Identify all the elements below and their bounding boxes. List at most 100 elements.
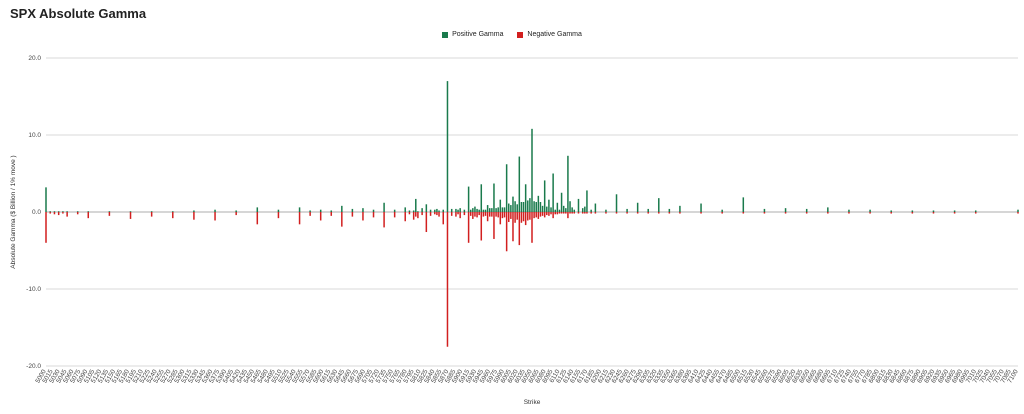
bar-positive <box>581 208 584 212</box>
legend-label-negative: Negative Gamma <box>527 31 582 38</box>
bar-positive <box>319 209 322 212</box>
bar-negative <box>129 212 132 219</box>
bar-negative <box>372 212 375 218</box>
bar-positive <box>446 81 449 212</box>
bar-negative <box>495 212 497 217</box>
legend-item-negative[interactable]: Negative Gamma <box>517 31 582 38</box>
bar-negative <box>626 212 628 214</box>
bar-negative <box>784 212 787 214</box>
bar-negative <box>700 212 702 214</box>
bar-negative <box>679 212 681 214</box>
bar-positive <box>514 201 516 212</box>
bar-positive <box>495 208 497 212</box>
bar-negative <box>488 212 491 217</box>
bar-positive <box>911 210 914 212</box>
bar-positive <box>488 208 491 212</box>
bar-positive <box>425 204 428 212</box>
bar-positive <box>214 209 216 212</box>
bar-positive <box>417 211 419 212</box>
bar-positive <box>57 211 60 212</box>
bar-positive <box>721 209 723 212</box>
bar-negative <box>108 212 111 216</box>
bar-positive <box>636 202 639 212</box>
bar-positive <box>484 209 487 212</box>
bar-negative <box>469 212 472 216</box>
bar-positive <box>478 209 480 212</box>
bar-positive <box>309 210 311 212</box>
bar-positive <box>467 186 470 212</box>
bar-negative <box>537 212 540 219</box>
bar-negative <box>571 212 573 214</box>
bar-negative <box>560 212 563 214</box>
bar-positive <box>953 210 956 212</box>
bar-positive <box>512 196 514 212</box>
bar-negative <box>636 212 639 214</box>
legend-label-positive: Positive Gamma <box>452 31 504 38</box>
bar-positive <box>516 204 518 212</box>
x-axis-title: Strike <box>524 399 541 406</box>
bar-positive <box>522 201 525 212</box>
bar-negative <box>1017 212 1019 214</box>
bar-negative <box>57 212 60 216</box>
bar-positive <box>393 209 396 212</box>
bar-positive <box>668 208 671 212</box>
bar-negative <box>510 212 512 219</box>
bar-negative <box>417 212 419 219</box>
bar-negative <box>584 212 586 214</box>
bar-positive <box>558 209 561 212</box>
bar-negative <box>235 212 237 216</box>
bar-positive <box>45 187 47 212</box>
bar-positive <box>605 209 607 212</box>
bar-negative <box>586 212 588 214</box>
bar-negative <box>415 212 417 217</box>
legend-item-positive[interactable]: Positive Gamma <box>442 31 503 38</box>
bar-negative <box>805 212 808 214</box>
bar-positive <box>421 208 423 212</box>
bar-positive <box>508 203 510 212</box>
bar-positive <box>700 203 702 212</box>
bar-negative <box>150 212 153 217</box>
bar-positive <box>436 208 438 212</box>
bar-positive <box>550 207 552 212</box>
bar-negative <box>848 212 850 214</box>
bar-positive <box>805 208 808 212</box>
bar-negative <box>594 212 597 214</box>
bar-negative <box>827 212 829 214</box>
bar-negative <box>562 212 565 214</box>
bar-positive <box>590 209 592 212</box>
bar-positive <box>455 208 457 212</box>
bar-positive <box>49 211 51 212</box>
bar-positive <box>497 207 499 212</box>
bar-negative <box>486 212 489 222</box>
bar-positive <box>594 203 597 212</box>
bar-negative <box>172 212 174 219</box>
bar-positive <box>569 201 571 212</box>
bar-negative <box>531 212 533 243</box>
bar-negative <box>467 212 470 243</box>
bar-negative <box>429 212 432 216</box>
bar-negative <box>277 212 280 219</box>
bar-positive <box>476 208 478 212</box>
bar-negative <box>567 212 569 219</box>
bar-negative <box>890 212 892 214</box>
bar-positive <box>438 210 440 212</box>
bar-positive <box>469 209 472 212</box>
bar-positive <box>482 209 485 212</box>
bar-negative <box>527 212 529 221</box>
bar-negative <box>408 212 411 215</box>
bar-positive <box>520 201 523 212</box>
bar-negative <box>438 212 440 217</box>
bar-positive <box>256 207 259 212</box>
bar-positive <box>784 208 787 212</box>
bar-negative <box>472 212 474 219</box>
bar-negative <box>668 212 671 214</box>
bar-positive <box>463 209 466 212</box>
bar-negative <box>62 212 64 214</box>
bar-negative <box>573 212 576 214</box>
bar-negative <box>482 212 485 217</box>
bar-negative <box>508 212 510 223</box>
bar-negative <box>53 212 56 215</box>
bar-negative <box>518 212 521 246</box>
bar-positive <box>932 210 935 212</box>
